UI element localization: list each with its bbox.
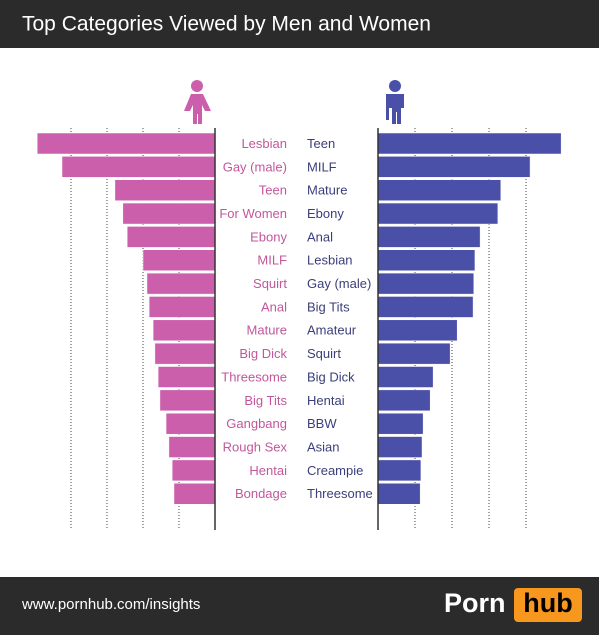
- category-label: Gay (male): [223, 159, 287, 174]
- bar: [142, 249, 216, 271]
- bar: [122, 202, 216, 225]
- logo-left: Porn: [444, 588, 506, 618]
- bar: [114, 179, 216, 201]
- bar: [377, 249, 476, 271]
- bar: [168, 436, 216, 458]
- category-label: Mature: [247, 323, 287, 338]
- bar: [173, 483, 216, 505]
- category-label: Ebony: [307, 206, 344, 221]
- category-label: For Women: [219, 206, 287, 221]
- category-label: Amateur: [307, 323, 357, 338]
- bar: [377, 389, 431, 412]
- bar: [157, 366, 216, 388]
- bar: [377, 342, 451, 365]
- category-label: Lesbian: [307, 253, 353, 268]
- category-label: Hentai: [249, 463, 287, 478]
- bar: [171, 459, 216, 482]
- category-label: Threesome: [307, 486, 373, 501]
- title: Top Categories Viewed by Men and Women: [22, 13, 431, 36]
- footer-bar: [0, 577, 599, 635]
- bar: [377, 179, 502, 201]
- category-label: Big Tits: [307, 299, 350, 314]
- footer-url: www.pornhub.com/insights: [21, 596, 200, 613]
- category-label: Bondage: [235, 486, 287, 501]
- bar: [159, 389, 216, 412]
- category-label: Mature: [307, 183, 347, 198]
- bar: [61, 156, 216, 178]
- category-label: Asian: [307, 439, 340, 454]
- category-label: Rough Sex: [223, 439, 288, 454]
- category-label: Big Dick: [307, 369, 355, 384]
- category-label: Big Dick: [239, 346, 287, 361]
- header-bar: [0, 0, 599, 48]
- bar: [146, 272, 216, 295]
- bar: [377, 459, 422, 482]
- logo-box: [514, 588, 582, 622]
- bar: [36, 132, 216, 155]
- category-label: Hentai: [307, 393, 345, 408]
- category-label: Big Tits: [244, 393, 287, 408]
- category-label: Gangbang: [226, 416, 287, 431]
- bar: [377, 436, 423, 458]
- category-label: Creampie: [307, 463, 363, 478]
- bar: [152, 319, 216, 342]
- category-label: Teen: [307, 136, 335, 151]
- category-label: Anal: [307, 229, 333, 244]
- bar: [148, 296, 216, 318]
- bar: [377, 296, 474, 318]
- category-label: Lesbian: [241, 136, 287, 151]
- logo-right: hub: [523, 588, 572, 618]
- bar: [377, 202, 499, 225]
- category-label: Anal: [261, 299, 287, 314]
- bar: [377, 132, 562, 155]
- bar: [377, 412, 424, 435]
- bar: [154, 342, 216, 365]
- bar: [377, 272, 475, 295]
- bar: [126, 226, 216, 248]
- category-label: Teen: [259, 183, 287, 198]
- category-label: Ebony: [250, 229, 287, 244]
- category-label: Gay (male): [307, 276, 371, 291]
- category-label: Squirt: [253, 276, 287, 291]
- bar: [377, 366, 434, 388]
- bar: [377, 226, 481, 248]
- category-label: BBW: [307, 416, 337, 431]
- bar: [377, 483, 421, 505]
- category-label: Squirt: [307, 346, 341, 361]
- bar: [377, 319, 458, 342]
- category-label: MILF: [257, 253, 287, 268]
- bar: [377, 156, 531, 178]
- category-label: Threesome: [221, 369, 287, 384]
- male-icon: [386, 80, 404, 124]
- category-label: MILF: [307, 159, 337, 174]
- female-icon: [184, 80, 211, 124]
- bar: [165, 412, 216, 435]
